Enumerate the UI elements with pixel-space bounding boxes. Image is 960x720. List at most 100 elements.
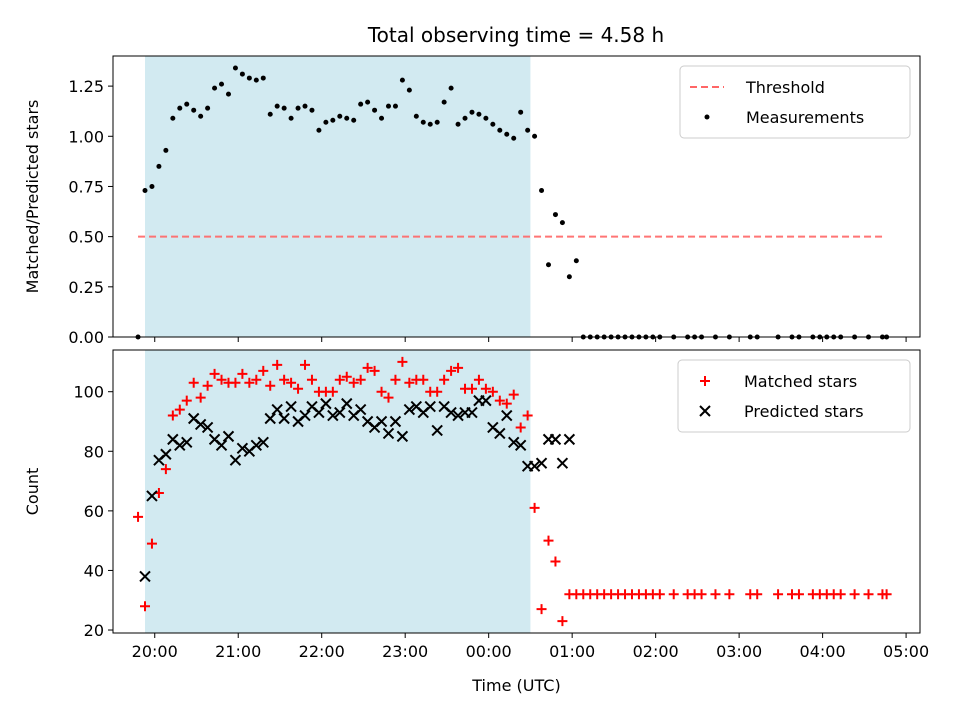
data-point [300, 359, 311, 370]
data-point [543, 535, 554, 546]
data-point [563, 433, 576, 446]
data-point [215, 439, 228, 452]
data-point [549, 433, 562, 446]
data-point [230, 377, 241, 388]
data-point [849, 589, 860, 600]
data-point [299, 409, 311, 422]
data-point [375, 415, 388, 428]
data-point [279, 374, 290, 385]
data-point [487, 386, 498, 397]
data-point [494, 427, 506, 440]
x-axis-label: Time (UTC) [471, 676, 560, 695]
data-point [202, 380, 213, 391]
data-point [348, 377, 359, 388]
data-point [267, 111, 273, 117]
y-axis-label: Matched/Predicted stars [23, 100, 42, 294]
data-point [504, 131, 510, 137]
y-tick-label: 80 [84, 442, 104, 461]
data-point [501, 409, 513, 422]
data-point [552, 212, 558, 218]
data-point [480, 383, 491, 394]
data-point [863, 589, 874, 600]
data-point [535, 457, 548, 469]
data-point [483, 115, 489, 121]
legend-box [679, 65, 911, 139]
data-point [532, 133, 538, 139]
data-point [528, 460, 541, 472]
data-point [251, 374, 262, 385]
data-point [341, 397, 353, 410]
ratio-panel: 0.00 0.25 0.50 0.75 1.00 1.25 Matched/Predicte… [23, 55, 921, 347]
y-tick-label: 0.25 [68, 278, 104, 297]
data-point [344, 115, 350, 121]
y-tick-label: 1.25 [68, 77, 104, 96]
data-point [432, 386, 443, 397]
data-point [566, 274, 572, 280]
data-point [167, 410, 178, 421]
data-point [522, 410, 533, 421]
data-point [525, 127, 531, 133]
data-point [420, 119, 426, 125]
y-tick-label: 1.00 [68, 127, 104, 146]
data-point [271, 403, 283, 416]
legend-label: Matched stars [744, 372, 857, 391]
data-point [752, 589, 763, 600]
data-point [222, 430, 235, 443]
data-point [389, 415, 402, 428]
data-point [497, 127, 503, 133]
data-point [142, 187, 148, 193]
data-point [286, 377, 297, 388]
data-point [163, 147, 169, 153]
data-point [146, 490, 158, 502]
x-tick-label: 02:00 [633, 642, 679, 661]
data-point [508, 436, 520, 449]
data-point [181, 395, 192, 406]
data-point [376, 386, 387, 397]
data-point [403, 403, 416, 416]
data-point [446, 365, 457, 376]
x-tick-label: 22:00 [299, 642, 345, 661]
data-point [146, 538, 157, 549]
y-tick-label: 20 [84, 621, 104, 640]
data-point [191, 107, 197, 113]
data-point [149, 183, 155, 189]
data-point [278, 412, 290, 425]
count-panel: 20:00 21:00 22:00 23:00 00:00 01:00 02:00 03:00… [23, 349, 929, 695]
data-point [274, 103, 280, 109]
data-point [309, 107, 315, 113]
data-point [396, 430, 409, 443]
data-point [334, 406, 346, 419]
data-point [559, 220, 565, 226]
figure-title: Total observing time = 4.58 h [367, 23, 664, 47]
shaded-region [145, 56, 531, 337]
data-point [205, 105, 211, 111]
data-point [313, 406, 325, 419]
y-tick-label: 40 [84, 561, 104, 580]
data-point [212, 85, 218, 91]
data-point [515, 422, 526, 433]
data-point [264, 412, 276, 425]
legend-box [677, 359, 911, 433]
data-point [156, 163, 162, 169]
legend-x-marker [699, 405, 711, 417]
data-point [466, 406, 478, 419]
data-point [285, 400, 297, 413]
data-point [501, 398, 512, 409]
data-point [244, 377, 255, 388]
data-point [441, 99, 447, 105]
data-point [473, 374, 484, 385]
data-point [793, 589, 804, 600]
data-point [511, 135, 517, 141]
data-point [250, 439, 263, 452]
data-point [281, 105, 287, 111]
data-point [724, 589, 735, 600]
shaded-region [145, 350, 531, 633]
data-point [320, 397, 332, 410]
data-point [490, 121, 496, 127]
data-point [237, 368, 248, 379]
data-point [494, 395, 505, 406]
data-point [160, 464, 171, 475]
data-point [445, 406, 457, 419]
data-point [427, 121, 433, 127]
